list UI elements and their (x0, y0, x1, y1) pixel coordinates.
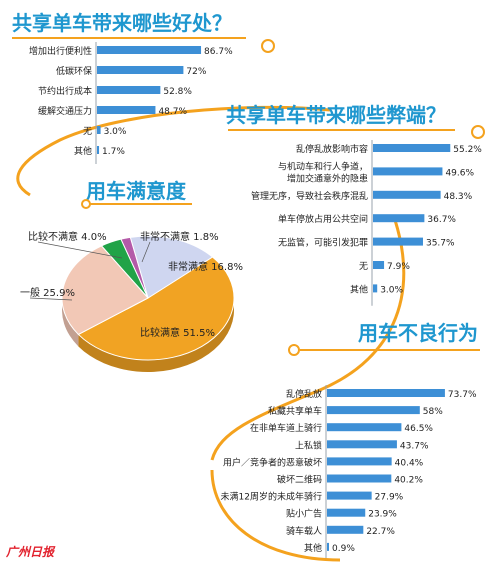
value-label: 55.2% (453, 145, 482, 155)
value-label: 43.7% (400, 441, 429, 451)
value-label: 58% (423, 407, 443, 417)
bar (97, 146, 100, 154)
value-label: 72% (186, 67, 206, 77)
bar (97, 106, 156, 114)
category-label: 其他 (74, 145, 92, 157)
bar (373, 144, 451, 152)
chart-title-bad-behaviors: 用车不良行为 (358, 321, 478, 345)
bar (373, 167, 443, 176)
bar (327, 440, 397, 449)
value-label: 48.7% (158, 107, 187, 117)
category-label: 在非单车道上骑行 (250, 422, 322, 434)
bad-behaviors-bar-chart: 乱停乱放 73.7% 私藏共享单车 58% 在非单车道上骑行 46.5% 上私锁 43.7% 用… (221, 385, 477, 558)
swirl-line-top (16, 105, 331, 197)
pie-leader-line (141, 241, 151, 263)
bar (373, 190, 441, 199)
bar (373, 237, 423, 246)
value-label: 40.2% (394, 476, 423, 486)
bar (373, 214, 425, 223)
category-label: 乱停乱放 (286, 388, 322, 400)
bar (327, 525, 364, 534)
bar (327, 474, 392, 483)
value-label: 35.7% (426, 239, 455, 249)
benefits-bar-chart: 增加出行便利性 86.7% 低碳环保 72% 节约出行成本 52.8% 缓解交通压力 48.7… (29, 42, 233, 164)
bar (327, 457, 392, 466)
value-label: 0.9% (332, 544, 355, 554)
category-label: 私藏共享单车 (268, 405, 322, 417)
pie-slice-label: 比较满意 51.5% (140, 326, 215, 339)
category-label: 贴小广告 (286, 508, 322, 520)
category-label: 增加出行便利性 (29, 45, 92, 57)
title-decoration-bad-behaviors (288, 344, 480, 356)
bar (327, 389, 445, 397)
swirl-line-middle (210, 219, 406, 461)
title-decoration-drawbacks (228, 125, 485, 139)
chart-title-satisfaction: 用车满意度 (86, 179, 187, 203)
pie-leader-line (29, 297, 73, 301)
category-label: 管理无序，导致社会秩序混乱 (251, 190, 368, 202)
category-label: 节约出行成本 (38, 85, 92, 97)
pie-slice-label: 比较不满意 4.0% (28, 230, 107, 243)
category-label: 骑车载人 (286, 525, 322, 537)
value-label: 40.4% (395, 458, 424, 468)
value-label: 3.0% (104, 127, 127, 137)
category-label: 无监管，可能引发犯罪 (278, 237, 368, 249)
bar (97, 66, 184, 74)
category-label: 上私锁 (295, 439, 322, 451)
bar (373, 284, 378, 293)
satisfaction-pie-chart: 比较满意 51.5% 非常满意 16.8% 非常不满意 1.8% 比较不满意 4.0%… (20, 230, 243, 372)
category-label: 用户／竞争者的恶意破坏 (223, 456, 322, 468)
category-label: 单车停放占用公共空间 (278, 213, 368, 225)
drawbacks-bar-chart: 乱停乱放影响市容 55.2% 与机动车和行人争道，增加交通意外的隐患 49.6% 管理无… (251, 140, 482, 306)
bar (97, 46, 202, 54)
value-label: 49.6% (445, 168, 474, 178)
pie-slice (77, 256, 235, 361)
chart-title-benefits: 共享单车带来哪些好处？ (12, 11, 232, 35)
pie-slice-label: 非常不满意 1.8% (140, 230, 219, 243)
bar (327, 508, 366, 517)
swirl-line-bottom (210, 469, 341, 562)
value-label: 27.9% (375, 493, 404, 503)
pie-slice (129, 235, 214, 299)
value-label: 3.0% (380, 285, 403, 295)
chart-title-drawbacks: 共享单车带来哪些弊端？ (226, 103, 446, 127)
category-label: 其他 (304, 542, 322, 554)
bar (373, 261, 385, 269)
pie-slice-label: 一般 25.9% (20, 286, 75, 299)
pie-slice-label: 非常满意 16.8% (168, 260, 243, 273)
title-decoration-satisfaction (81, 199, 192, 209)
value-label: 23.9% (368, 510, 397, 520)
bar (327, 491, 372, 500)
title-decoration-benefits (12, 37, 275, 53)
value-label: 52.8% (163, 87, 192, 97)
category-label: 与机动车和行人争道， (278, 160, 368, 172)
decorative-swirls (16, 105, 406, 562)
category-label: 无 (83, 126, 92, 137)
category-label: 破坏二维码 (277, 474, 322, 486)
bar (327, 406, 420, 415)
value-label: 86.7% (204, 47, 233, 57)
category-label: 未满12周岁的未成年骑行 (221, 491, 322, 503)
value-label: 36.7% (427, 215, 456, 225)
category-label: 无 (359, 261, 368, 272)
category-label: 乱停乱放影响市容 (296, 143, 368, 155)
category-label: 增加交通意外的隐患 (287, 172, 368, 184)
value-label: 7.9% (387, 262, 410, 272)
bar (97, 126, 101, 134)
category-label: 低碳环保 (56, 65, 92, 77)
newspaper-watermark: 广州日报 (5, 545, 56, 559)
value-label: 46.5% (404, 424, 433, 434)
bar (97, 86, 161, 94)
category-label: 其他 (350, 283, 368, 295)
value-label: 1.7% (102, 147, 125, 157)
value-label: 22.7% (366, 527, 395, 537)
bar (327, 542, 329, 551)
category-label: 缓解交通压力 (38, 105, 92, 117)
value-label: 73.7% (448, 390, 477, 400)
bar (327, 423, 402, 432)
value-label: 48.3% (444, 192, 473, 202)
pie-leader-line (37, 241, 123, 259)
